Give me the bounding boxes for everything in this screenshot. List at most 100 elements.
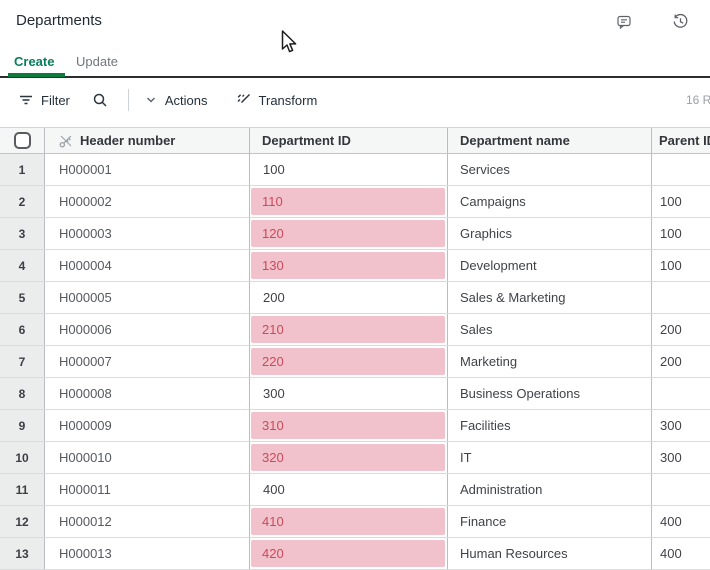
department-id-cell[interactable]: 130 [250,250,448,281]
department-name-cell[interactable]: Campaigns [448,186,652,217]
header-number-cell[interactable]: H000013 [45,538,250,569]
row-count-label: 16 Rows [686,93,710,107]
header-number-cell[interactable]: H000002 [45,186,250,217]
select-all-checkbox[interactable] [13,132,31,149]
table-row: 6 H000006 210 Sales 200 [0,314,710,346]
department-name-cell[interactable]: Marketing [448,346,652,377]
mouse-cursor [281,30,300,60]
department-name-cell[interactable]: Facilities [448,410,652,441]
actions-button[interactable]: Actions [145,93,208,108]
column-header-department-id[interactable]: Department ID [250,128,448,153]
toolbar: Filter Actions Transform [18,87,317,113]
department-id-cell[interactable]: 300 [250,378,448,409]
tab-update[interactable]: Update [76,54,118,69]
header-number-cell[interactable]: H000003 [45,218,250,249]
department-id-cell[interactable]: 400 [250,474,448,505]
department-id-cell[interactable]: 200 [250,282,448,313]
parent-id-cell[interactable]: 300 [660,418,682,433]
header-number-cell[interactable]: H000005 [45,282,250,313]
row-number-cell[interactable]: 9 [0,410,45,441]
table-row: 8 H000008 300 Business Operations [0,378,710,410]
table-row: 3 H000003 120 Graphics 100 [0,218,710,250]
parent-id-cell[interactable] [652,154,710,185]
header-number-cell[interactable]: H000010 [45,442,250,473]
parent-id-cell[interactable]: 200 [660,322,682,337]
department-name-cell[interactable]: IT [448,442,652,473]
header-number-cell[interactable]: H000001 [45,154,250,185]
filter-button[interactable]: Filter [18,92,70,108]
department-id-cell[interactable]: 410 [250,506,448,537]
column-label: Department name [460,133,570,148]
department-name-cell[interactable]: Administration [448,474,652,505]
table-row: 11 H000011 400 Administration [0,474,710,506]
parent-id-cell[interactable]: 200 [660,354,682,369]
row-number-cell[interactable]: 13 [0,538,45,569]
row-number-cell[interactable]: 6 [0,314,45,345]
table-row: 1 H000001 100 Services [0,154,710,186]
validation-highlight: 210 [251,316,445,343]
department-id-cell[interactable]: 310 [250,410,448,441]
row-number-cell[interactable]: 5 [0,282,45,313]
department-name-cell[interactable]: Business Operations [448,378,652,409]
department-name-cell[interactable]: Human Resources [448,538,652,569]
row-number-cell[interactable]: 8 [0,378,45,409]
feedback-icon[interactable] [616,13,633,30]
chevron-down-icon [146,97,155,103]
history-icon[interactable] [672,13,689,30]
department-id-cell[interactable]: 110 [250,186,448,217]
department-id-cell[interactable]: 100 [250,154,448,185]
column-header-header-number[interactable]: Header number [45,128,250,153]
search-button[interactable] [92,92,108,108]
header-number-cell[interactable]: H000011 [45,474,250,505]
tabbar-divider [0,76,710,78]
table-row: 4 H000004 130 Development 100 [0,250,710,282]
department-id-cell[interactable]: 210 [250,314,448,345]
row-number-cell[interactable]: 10 [0,442,45,473]
department-name-cell[interactable]: Sales [448,314,652,345]
row-number-cell[interactable]: 3 [0,218,45,249]
parent-id-cell[interactable]: 300 [660,450,682,465]
transform-button[interactable]: Transform [236,92,317,108]
parent-id-cell[interactable]: 400 [660,514,682,529]
column-header-parent-id[interactable]: Parent ID [652,128,710,153]
header-number-cell[interactable]: H000007 [45,346,250,377]
row-number-cell[interactable]: 11 [0,474,45,505]
magic-wand-icon [237,94,250,103]
parent-id-cell[interactable] [652,474,710,505]
header-number-cell[interactable]: H000008 [45,378,250,409]
header-number-cell[interactable]: H000004 [45,250,250,281]
parent-id-cell[interactable]: 100 [660,226,682,241]
department-name-cell[interactable]: Development [448,250,652,281]
department-id-cell[interactable]: 220 [250,346,448,377]
parent-id-cell[interactable]: 100 [660,194,682,209]
parent-id-cell[interactable]: 100 [660,258,682,273]
department-name-cell[interactable]: Services [448,154,652,185]
parent-id-cell[interactable] [652,378,710,409]
row-number-cell[interactable]: 1 [0,154,45,185]
filter-icon [20,95,32,105]
select-all-cell[interactable] [0,128,45,153]
tab-create[interactable]: Create [14,54,55,69]
row-number-cell[interactable]: 4 [0,250,45,281]
row-number-cell[interactable]: 2 [0,186,45,217]
row-number-cell[interactable]: 7 [0,346,45,377]
department-name-cell[interactable]: Finance [448,506,652,537]
department-name-cell[interactable]: Graphics [448,218,652,249]
department-id-cell[interactable]: 120 [250,218,448,249]
parent-id-cell[interactable] [652,282,710,313]
department-id-cell[interactable]: 320 [250,442,448,473]
header-number-cell[interactable]: H000006 [45,314,250,345]
column-label: Parent ID [659,133,710,148]
table-row: 7 H000007 220 Marketing 200 [0,346,710,378]
department-name-cell[interactable]: Sales & Marketing [448,282,652,313]
column-header-department-name[interactable]: Department name [448,128,652,153]
row-number-cell[interactable]: 12 [0,506,45,537]
table-header-row: Header number Department ID Department n… [0,127,710,154]
header-number-cell[interactable]: H000012 [45,506,250,537]
header-number-cell[interactable]: H000009 [45,410,250,441]
department-id-cell[interactable]: 420 [250,538,448,569]
table-row: 12 H000012 410 Finance 400 [0,506,710,538]
table-row: 5 H000005 200 Sales & Marketing [0,282,710,314]
parent-id-cell[interactable]: 400 [660,546,682,561]
